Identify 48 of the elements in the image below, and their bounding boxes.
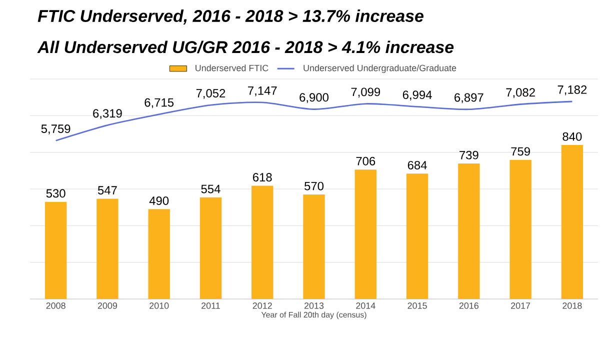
data-label: 684	[408, 160, 427, 170]
data-label: 6,715	[144, 98, 174, 108]
data-label: 7,147	[248, 86, 277, 96]
data-label: 6,900	[300, 93, 328, 104]
x-tick-label: 2014	[356, 302, 376, 309]
legend-label: Underserved FTIC	[196, 64, 268, 72]
bar	[458, 164, 480, 299]
bar	[252, 186, 274, 299]
bar	[303, 194, 325, 299]
data-label: 5,759	[41, 124, 70, 134]
chart-title: FTIC Underserved, 2016 - 2018 > 13.7% increase	[38, 10, 424, 24]
data-label: 547	[98, 186, 117, 195]
data-label: 7,099	[351, 88, 380, 98]
data-label: 570	[304, 182, 324, 190]
data-label: 739	[460, 150, 478, 160]
x-tick-label: 2010	[150, 302, 169, 309]
x-tick-label: 2017	[511, 302, 530, 309]
data-label: 706	[356, 156, 376, 166]
data-label: 7,052	[196, 89, 226, 99]
data-label: 530	[46, 189, 66, 198]
legend-label: Underserved Undergraduate/Graduate	[304, 64, 456, 73]
bar	[96, 198, 118, 299]
x-tick-label: 2009	[98, 302, 118, 309]
chart-subtitle: All Underserved UG/GR 2016 - 2018 > 4.1% increase	[37, 40, 454, 54]
bar	[354, 170, 376, 299]
data-label: 6,994	[402, 90, 432, 100]
x-tick-label: 2012	[252, 302, 272, 309]
data-label: 759	[511, 147, 530, 156]
data-label: 554	[201, 184, 220, 194]
data-label: 7,082	[506, 88, 535, 98]
bar	[406, 174, 428, 299]
data-label: 618	[253, 173, 272, 182]
data-label: 840	[562, 132, 582, 141]
x-tick-label: 2011	[202, 302, 220, 309]
x-tick-label: 2008	[46, 302, 66, 309]
x-tick-label: 2015	[408, 302, 427, 309]
x-tick-label: 2013	[304, 302, 324, 309]
bar	[148, 209, 170, 299]
data-label: 490	[149, 196, 169, 205]
bar	[44, 202, 67, 299]
x-tick-label: 2018	[562, 302, 582, 309]
data-label: 6,319	[93, 109, 122, 120]
bar	[510, 160, 532, 299]
bar	[200, 197, 222, 299]
x-tick-label: 2016	[459, 302, 478, 309]
bar	[561, 145, 584, 299]
data-label: 6,897	[454, 93, 484, 104]
data-label: 7,182	[558, 85, 587, 96]
